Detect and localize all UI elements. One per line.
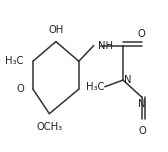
Text: H₃C: H₃C xyxy=(5,56,23,66)
Text: OCH₃: OCH₃ xyxy=(36,122,62,132)
Text: N: N xyxy=(138,99,146,109)
Text: O: O xyxy=(137,29,145,39)
Text: N: N xyxy=(124,75,131,85)
Text: NH: NH xyxy=(98,41,113,51)
Text: O: O xyxy=(138,126,146,136)
Text: OH: OH xyxy=(48,25,64,35)
Text: H₃C: H₃C xyxy=(86,82,104,92)
Text: O: O xyxy=(17,84,25,94)
